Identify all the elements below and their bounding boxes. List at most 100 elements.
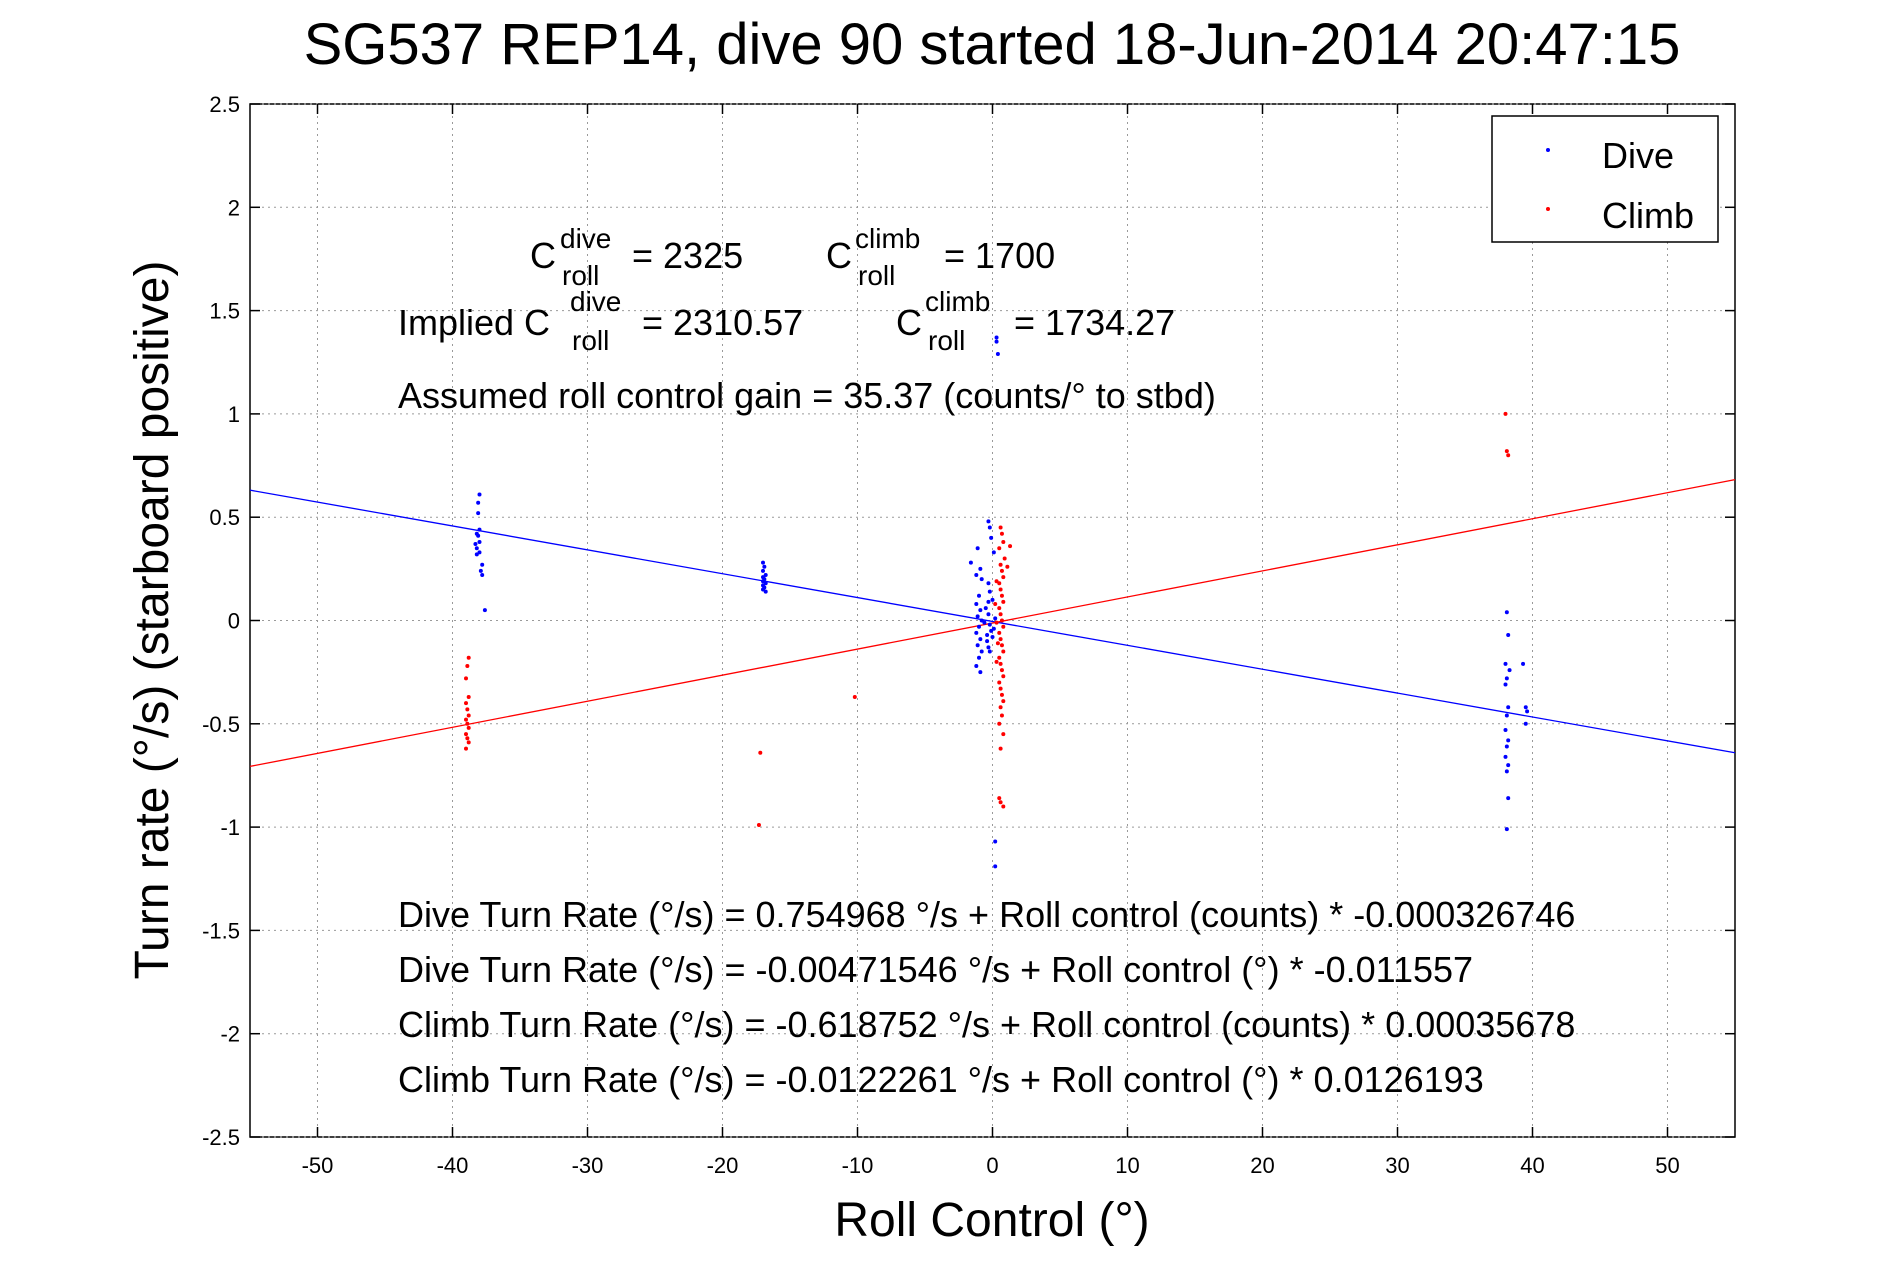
data-point-climb <box>999 668 1004 673</box>
data-point-climb <box>998 587 1003 592</box>
y-tick-label: 0 <box>228 609 240 634</box>
data-point-climb <box>1008 544 1013 549</box>
data-point-dive <box>977 593 981 598</box>
y-tick-label: -0.5 <box>202 712 240 737</box>
x-tick-label: 20 <box>1250 1153 1274 1178</box>
data-point-climb <box>998 661 1003 666</box>
data-point-climb <box>997 606 1002 611</box>
data-point-climb <box>464 732 468 737</box>
data-point-climb <box>464 746 468 751</box>
coefficient-annotations: C dive roll = 2325 C climb roll = 1700 I… <box>398 223 1216 416</box>
data-point-dive <box>968 560 973 565</box>
data-point-climb <box>998 686 1003 691</box>
data-point-dive <box>763 581 768 586</box>
data-point-dive <box>761 587 765 592</box>
equation-dive-counts: Dive Turn Rate (°/s) = 0.754968 °/s + Ro… <box>398 894 1575 935</box>
data-point-climb <box>465 707 470 712</box>
x-tick-label: -50 <box>302 1153 334 1178</box>
data-point-dive <box>989 535 994 540</box>
data-point-dive <box>989 628 994 633</box>
data-point-dive <box>762 564 767 569</box>
data-point-dive <box>979 577 984 582</box>
data-point-dive <box>1506 632 1511 637</box>
data-point-climb <box>1001 599 1006 604</box>
data-point-dive <box>990 635 995 640</box>
data-point-climb <box>1503 411 1508 416</box>
implied-dive-sub: roll <box>572 325 609 356</box>
data-point-climb <box>998 637 1003 642</box>
data-point-dive <box>993 616 998 621</box>
data-point-climb <box>994 620 999 625</box>
data-point-dive <box>979 649 984 654</box>
y-tick-label: -2 <box>220 1022 240 1047</box>
data-point-climb <box>997 796 1002 801</box>
x-tick-label: 30 <box>1385 1153 1409 1178</box>
data-point-climb <box>466 725 471 730</box>
data-point-dive <box>473 542 478 547</box>
data-point-climb <box>997 546 1002 551</box>
data-point-dive <box>1506 738 1511 743</box>
data-point-climb <box>998 800 1003 805</box>
data-point-dive <box>1504 744 1509 749</box>
data-point-climb <box>998 562 1003 567</box>
y-tick-label: -1.5 <box>202 918 240 943</box>
data-point-climb <box>852 694 857 699</box>
data-point-dive <box>1521 661 1526 666</box>
data-point-dive <box>1506 796 1511 801</box>
data-point-dive <box>480 562 485 567</box>
c-roll-climb-sup: climb <box>855 223 920 254</box>
data-point-climb <box>999 568 1004 573</box>
data-point-climb <box>997 680 1002 685</box>
data-point-climb <box>999 713 1004 718</box>
c-roll-dive-value: = 2325 <box>632 235 743 276</box>
data-point-dive <box>974 573 979 578</box>
c-roll-dive-sub: roll <box>562 260 599 291</box>
data-point-climb <box>999 643 1004 648</box>
data-point-dive <box>975 614 980 619</box>
data-point-dive <box>991 550 996 555</box>
implied-climb-sup: climb <box>925 286 990 317</box>
fit-lines <box>249 478 1736 768</box>
data-point-dive <box>994 335 999 340</box>
data-point-dive <box>1504 713 1509 718</box>
data-point-climb <box>1001 539 1006 544</box>
data-point-dive <box>987 589 992 594</box>
data-point-climb <box>999 531 1004 536</box>
x-tick-label: -30 <box>572 1153 604 1178</box>
equation-climb-degrees: Climb Turn Rate (°/s) = -0.0122261 °/s +… <box>398 1059 1484 1100</box>
data-point-climb <box>997 655 1002 660</box>
data-point-climb <box>758 750 763 755</box>
data-point-climb <box>464 717 468 722</box>
data-point-climb <box>465 721 470 726</box>
data-point-dive <box>979 618 984 623</box>
legend-box <box>1491 115 1719 243</box>
data-point-climb <box>465 736 470 741</box>
data-point-climb <box>999 593 1004 598</box>
fit-line-dive <box>249 489 1736 754</box>
data-point-dive <box>1523 721 1528 726</box>
data-point-climb <box>994 659 999 664</box>
data-point-dive <box>1504 827 1509 832</box>
data-point-dive <box>474 546 479 551</box>
data-point-climb <box>756 823 761 828</box>
data-point-dive <box>477 550 482 555</box>
data-point-climb <box>1001 575 1006 580</box>
data-point-climb <box>465 663 470 668</box>
c-roll-climb-label: C <box>826 235 852 276</box>
data-point-dive <box>474 552 479 557</box>
data-point-dive <box>1523 705 1528 710</box>
data-point-climb <box>1001 624 1006 629</box>
x-tick-label: 0 <box>986 1153 998 1178</box>
data-point-dive <box>477 527 482 532</box>
data-point-dive <box>763 589 768 594</box>
data-point-climb <box>1005 564 1010 569</box>
data-point-climb <box>466 740 471 745</box>
legend-label-dive: Dive <box>1602 135 1674 176</box>
x-tick-label: -10 <box>842 1153 874 1178</box>
data-point-climb <box>998 525 1003 530</box>
implied-climb-sub: roll <box>928 325 965 356</box>
y-tick-label: 0.5 <box>209 505 240 530</box>
data-point-dive <box>1503 661 1508 666</box>
data-point-climb <box>997 581 1002 586</box>
x-tick-label: -40 <box>437 1153 469 1178</box>
